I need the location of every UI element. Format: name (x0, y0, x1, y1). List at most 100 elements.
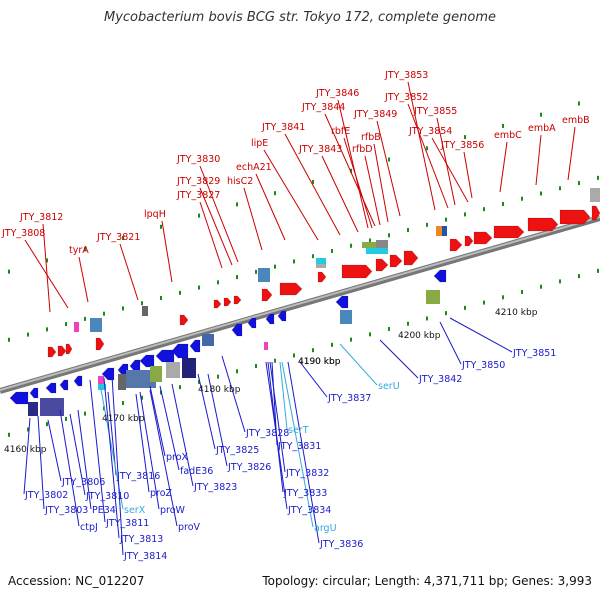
reverse-gene-label[interactable]: proW (160, 505, 186, 516)
gene-box[interactable] (118, 374, 126, 390)
reverse-gene-arrow[interactable] (73, 375, 83, 387)
forward-gene-arrow[interactable] (375, 258, 389, 272)
reverse-gene-label[interactable]: JTY_3832 (285, 468, 329, 479)
reverse-gene-label[interactable]: JTY_3803 (44, 505, 88, 516)
forward-gene-arrow[interactable] (493, 225, 525, 239)
reverse-gene-box[interactable] (182, 358, 196, 378)
forward-gene-label[interactable]: rfbB (361, 132, 381, 143)
gene-box[interactable] (258, 268, 270, 282)
reverse-gene-arrow[interactable] (59, 379, 69, 391)
reverse-gene-arrow[interactable] (231, 323, 243, 337)
reverse-gene-label[interactable]: JTY_3833 (283, 488, 327, 499)
forward-gene-arrow[interactable] (341, 264, 373, 279)
reverse-gene-label[interactable]: JTY_3831 (277, 441, 321, 452)
forward-gene-arrow[interactable] (57, 345, 67, 357)
reverse-gene-label[interactable]: JTY_3834 (287, 505, 331, 516)
gene-box[interactable] (126, 370, 156, 388)
reverse-gene-label[interactable]: JTY_3811 (105, 518, 149, 529)
reverse-gene-label[interactable]: JTY_3810 (85, 491, 129, 502)
gene-box[interactable] (590, 188, 600, 202)
rna-gene-label[interactable]: serU (378, 381, 400, 392)
gene-box[interactable] (150, 366, 162, 382)
reverse-gene-label[interactable]: ctpJ (80, 522, 98, 533)
forward-gene-label[interactable]: JTY_3854 (408, 126, 452, 137)
reverse-gene-label[interactable]: JTY_3813 (119, 534, 163, 545)
forward-gene-label[interactable]: embB (562, 115, 590, 126)
forward-gene-arrow[interactable] (47, 346, 57, 358)
reverse-gene-arrow[interactable] (247, 317, 257, 329)
forward-gene-label[interactable]: rbfE (331, 126, 350, 137)
gene-box[interactable] (74, 322, 79, 332)
forward-gene-label[interactable]: JTY_3844 (301, 102, 345, 113)
rna-gene-label[interactable]: serT (288, 425, 309, 436)
reverse-gene-arrow[interactable] (139, 354, 155, 368)
forward-gene-label[interactable]: hisC2 (227, 176, 253, 187)
reverse-gene-label[interactable]: proZ (150, 488, 173, 499)
forward-gene-label[interactable]: JTY_3829 (176, 176, 220, 187)
rna-gene-label[interactable]: serX (124, 505, 146, 516)
reverse-gene-label[interactable]: proV (178, 522, 201, 533)
forward-gene-label[interactable]: embC (494, 130, 522, 141)
gene-box[interactable] (98, 376, 104, 386)
reverse-gene-label[interactable]: JTY_3851 (512, 348, 556, 359)
gene-box[interactable] (376, 240, 388, 248)
forward-gene-arrow[interactable] (179, 314, 189, 326)
rna-box[interactable] (316, 258, 326, 264)
forward-gene-label[interactable]: JTY_3856 (440, 140, 484, 151)
reverse-gene-arrow[interactable] (189, 339, 201, 353)
reverse-gene-label[interactable]: PE34 (92, 505, 116, 516)
forward-gene-arrow[interactable] (449, 238, 463, 252)
reverse-gene-label[interactable]: JTY_3823 (193, 482, 237, 493)
forward-gene-label[interactable]: JTY_3853 (384, 70, 428, 81)
reverse-gene-arrow[interactable] (171, 343, 189, 359)
forward-gene-arrow[interactable] (213, 299, 222, 309)
reverse-gene-label[interactable]: JTY_3837 (327, 393, 371, 404)
reverse-gene-arrow[interactable] (335, 295, 349, 309)
reverse-gene-arrow[interactable] (45, 382, 57, 394)
gene-box[interactable] (362, 242, 376, 248)
gene-box[interactable] (166, 362, 180, 378)
rna-box[interactable] (98, 384, 106, 390)
forward-gene-label[interactable]: JTY_3841 (261, 122, 305, 133)
reverse-gene-arrow[interactable] (265, 313, 275, 325)
forward-gene-label[interactable]: JTY_3846 (315, 88, 359, 99)
forward-gene-label[interactable]: JTY_3812 (19, 212, 63, 223)
forward-gene-label[interactable]: tyrA (69, 245, 89, 256)
forward-gene-arrow[interactable] (559, 209, 591, 225)
forward-gene-box[interactable] (442, 226, 447, 236)
forward-gene-label[interactable]: echA21 (236, 162, 272, 173)
forward-gene-label[interactable]: lipE (251, 138, 268, 149)
forward-gene-label[interactable]: JTY_3827 (176, 190, 220, 201)
reverse-gene-label[interactable]: JTY_3826 (227, 462, 271, 473)
forward-gene-box[interactable] (436, 226, 443, 236)
reverse-gene-arrow[interactable] (29, 387, 39, 399)
reverse-gene-box[interactable] (28, 402, 38, 416)
rna-box[interactable] (366, 248, 388, 254)
reverse-gene-box[interactable] (40, 398, 64, 416)
gene-box[interactable] (340, 310, 352, 324)
reverse-gene-arrow[interactable] (155, 349, 175, 363)
reverse-gene-label[interactable]: JTY_3842 (418, 374, 462, 385)
forward-gene-arrow[interactable] (261, 288, 273, 302)
forward-gene-label[interactable]: JTY_3855 (413, 106, 457, 117)
reverse-gene-label[interactable]: JTY_3836 (319, 539, 363, 550)
gene-box[interactable] (426, 290, 440, 304)
reverse-gene-label[interactable]: JTY_3816 (116, 471, 160, 482)
forward-gene-arrow[interactable] (317, 271, 327, 283)
reverse-gene-label[interactable]: JTY_3806 (61, 477, 105, 488)
rna-gene-label[interactable]: argU (314, 523, 337, 534)
forward-gene-label[interactable]: JTY_3843 (298, 144, 342, 155)
gene-box[interactable] (142, 306, 148, 316)
gene-box[interactable] (316, 264, 326, 268)
forward-gene-arrow[interactable] (591, 205, 600, 221)
forward-gene-arrow[interactable] (95, 337, 105, 351)
forward-gene-arrow[interactable] (65, 343, 73, 355)
forward-gene-label[interactable]: lpqH (144, 209, 166, 220)
forward-gene-arrow[interactable] (279, 282, 303, 296)
reverse-gene-label[interactable]: JTY_3850 (461, 360, 505, 371)
forward-gene-label[interactable]: JTY_3852 (384, 92, 428, 103)
forward-gene-arrow[interactable] (223, 297, 232, 307)
reverse-gene-arrow[interactable] (433, 269, 447, 283)
forward-gene-label[interactable]: JTY_3849 (353, 109, 397, 120)
reverse-gene-label[interactable]: fadE36 (180, 466, 213, 477)
